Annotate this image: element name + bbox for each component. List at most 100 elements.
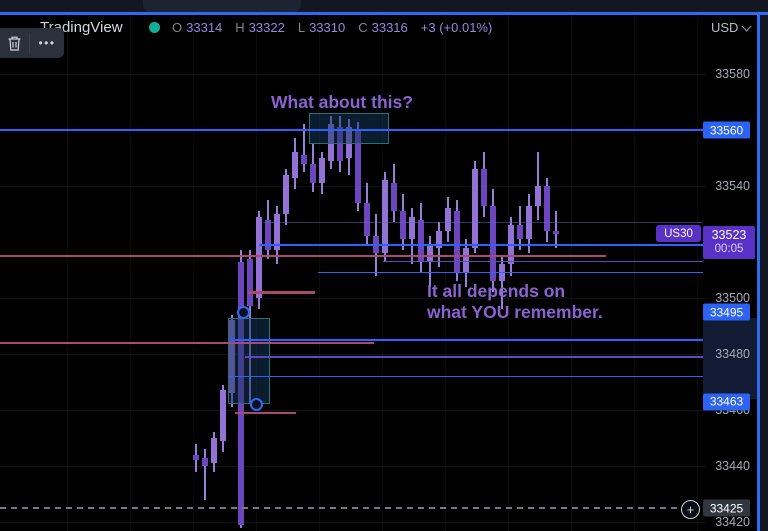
candle-body <box>381 180 389 254</box>
price-tick-label: 33580 <box>715 67 750 81</box>
candle-body <box>210 438 218 464</box>
candle-body <box>471 169 479 248</box>
horizontal-line-drawing[interactable] <box>245 356 703 358</box>
ohlc-legend: O 33314 H 33322 L 33310 C 33316 +3 (+0.0… <box>172 20 492 35</box>
candle-body <box>300 155 308 164</box>
level-price-label: 33463 <box>703 393 750 411</box>
horizontal-gridline <box>0 73 706 75</box>
candle-body <box>435 230 443 248</box>
more-options-button[interactable]: ••• <box>38 36 56 50</box>
add-order-button[interactable]: + <box>681 499 700 519</box>
chevron-down-icon <box>742 21 752 31</box>
candle-body <box>543 186 551 231</box>
anchor-handle[interactable] <box>249 397 263 411</box>
pane-selection-border-top <box>0 12 768 15</box>
annotation-what-you-remember[interactable]: what YOU remember. <box>427 302 603 322</box>
high-label: H <box>235 20 245 35</box>
price-tick-label: 33540 <box>715 179 750 193</box>
candle-body <box>201 457 209 466</box>
current-price-label: 33523 00:05 <box>703 225 755 259</box>
candle-body <box>219 390 227 441</box>
candle-body <box>453 211 461 273</box>
candle-body <box>255 216 263 298</box>
annotation-what-about-this[interactable]: What about this? <box>271 92 413 112</box>
price-tick-label: 33500 <box>715 291 750 305</box>
current-price-value: 33523 <box>711 228 747 243</box>
rectangle-drawing[interactable] <box>228 317 270 405</box>
currency-label: USD <box>711 20 739 35</box>
bar-countdown: 00:05 <box>714 243 744 256</box>
candle-wick <box>303 124 305 172</box>
candle-body <box>516 225 524 240</box>
price-tick-label: 33420 <box>715 515 750 529</box>
market-status-icon <box>149 22 160 33</box>
horizontal-line-drawing[interactable] <box>383 260 703 263</box>
price-tick-label: 33440 <box>715 459 750 473</box>
dashed-price-level[interactable] <box>0 507 678 509</box>
candle-body <box>552 230 560 234</box>
candle-body <box>246 258 254 307</box>
trash-icon <box>7 35 22 52</box>
drawing-toolbar: ••• <box>0 28 64 58</box>
horizontal-gridline <box>0 521 706 523</box>
candle-body <box>291 152 299 178</box>
candle-body <box>480 169 488 206</box>
currency-selector[interactable]: USD <box>711 20 752 35</box>
plus-icon: + <box>686 501 695 517</box>
horizontal-gridline <box>0 409 706 411</box>
candle-body <box>426 244 434 262</box>
candle-body <box>354 130 362 203</box>
horizontal-line-drawing[interactable] <box>318 272 703 274</box>
candle-body <box>282 174 290 214</box>
horizontal-line-drawing[interactable] <box>259 244 706 246</box>
candle-body <box>363 202 371 237</box>
candle-body <box>264 219 272 251</box>
candle-wick <box>204 449 206 500</box>
horizontal-line-drawing[interactable] <box>263 221 703 223</box>
candle-body <box>444 208 452 231</box>
horizontal-line-drawing[interactable] <box>0 129 706 131</box>
horizontal-line-drawing[interactable] <box>235 411 296 415</box>
candle-body <box>318 158 326 184</box>
candle-body <box>489 205 497 282</box>
toolbar-divider <box>29 33 30 53</box>
candle-body <box>336 127 344 161</box>
candle-body <box>390 183 398 212</box>
high-value: 33322 <box>248 20 285 35</box>
candle-body <box>417 219 425 262</box>
symbol-price-tag: US30 <box>656 225 701 243</box>
low-value: 33310 <box>309 20 346 35</box>
symbol-tag-text: US30 <box>664 227 693 240</box>
close-value: 33316 <box>371 20 408 35</box>
rectangle-drawing[interactable] <box>309 113 389 144</box>
pane-selection-border-right <box>757 12 760 531</box>
open-value: 33314 <box>186 20 223 35</box>
vertical-gridline <box>130 14 131 531</box>
candle-wick <box>501 256 503 310</box>
horizontal-gridline <box>0 353 706 355</box>
horizontal-line-drawing[interactable] <box>248 291 315 294</box>
price-tick-label: 33480 <box>715 347 750 361</box>
horizontal-gridline <box>0 297 706 299</box>
top-pane-strip <box>0 0 768 12</box>
horizontal-gridline <box>0 465 706 467</box>
candle-body <box>273 214 281 251</box>
price-axis[interactable] <box>700 14 757 531</box>
level-price-label: 33560 <box>703 121 750 139</box>
candle-body <box>534 186 542 206</box>
candle-body <box>309 163 317 184</box>
horizontal-line-drawing[interactable] <box>0 341 374 344</box>
change-value: +3 (+0.01%) <box>420 20 493 35</box>
candle-wick <box>537 152 539 220</box>
horizontal-line-drawing[interactable] <box>229 375 703 378</box>
horizontal-line-drawing[interactable] <box>0 254 606 258</box>
level-price-label: 33495 <box>703 303 750 321</box>
candle-wick <box>555 211 557 248</box>
anchor-handle[interactable] <box>236 305 250 319</box>
annotation-it-all-depends[interactable]: It all depends on <box>427 281 566 301</box>
delete-drawing-button[interactable] <box>0 28 29 58</box>
open-label: O <box>172 20 183 35</box>
horizontal-line-drawing[interactable] <box>229 339 703 341</box>
vertical-gridline <box>67 14 68 531</box>
